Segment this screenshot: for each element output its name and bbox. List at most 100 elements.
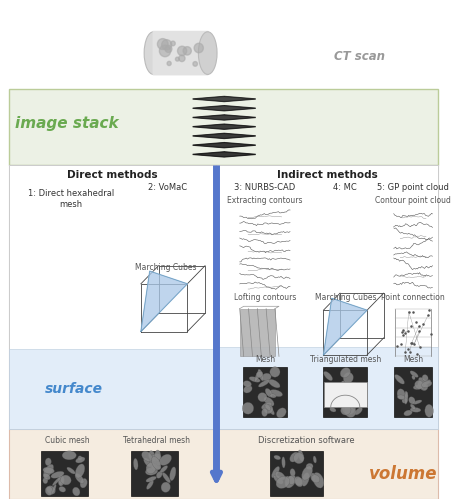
Circle shape [193,62,197,66]
Ellipse shape [258,369,264,381]
Ellipse shape [249,376,260,382]
Text: image stack: image stack [16,116,119,131]
Ellipse shape [344,404,356,417]
Circle shape [175,57,179,61]
Ellipse shape [159,454,172,466]
Ellipse shape [413,400,422,404]
Ellipse shape [397,389,405,400]
Ellipse shape [326,398,331,404]
Ellipse shape [285,476,296,488]
Ellipse shape [313,456,316,463]
Text: Mesh: Mesh [255,355,275,364]
Ellipse shape [51,472,64,478]
Text: Lofting contours: Lofting contours [234,293,296,302]
Ellipse shape [298,450,304,462]
Text: Cubic mesh: Cubic mesh [45,436,90,446]
Ellipse shape [302,473,309,486]
Ellipse shape [157,472,162,478]
Polygon shape [193,142,256,148]
Ellipse shape [144,458,152,467]
Ellipse shape [243,380,252,387]
Bar [243,368,287,417]
Circle shape [165,46,172,52]
Ellipse shape [293,452,304,464]
Ellipse shape [59,480,63,484]
Ellipse shape [61,475,71,485]
Ellipse shape [258,392,267,402]
Text: Marching Cubes: Marching Cubes [135,264,197,272]
Ellipse shape [44,464,54,477]
Polygon shape [193,124,256,129]
Ellipse shape [313,472,324,488]
Text: Contour point cloud: Contour point cloud [375,196,451,205]
Ellipse shape [73,487,80,496]
Ellipse shape [151,464,158,470]
Ellipse shape [330,408,336,412]
Ellipse shape [404,410,412,416]
Ellipse shape [409,397,415,404]
Ellipse shape [341,381,348,389]
Text: 5: GP point cloud: 5: GP point cloud [377,183,449,192]
Ellipse shape [255,370,260,382]
Ellipse shape [348,382,359,394]
Ellipse shape [272,466,280,478]
Ellipse shape [264,397,274,406]
Ellipse shape [270,390,282,396]
Bar [217,348,438,429]
Ellipse shape [341,405,351,415]
Ellipse shape [290,468,295,476]
Bar [394,368,432,417]
Ellipse shape [146,468,158,475]
Ellipse shape [419,378,426,387]
Ellipse shape [142,451,152,462]
Ellipse shape [395,374,404,384]
Bar [324,368,367,417]
Ellipse shape [302,466,313,480]
Ellipse shape [410,404,415,409]
Ellipse shape [324,372,332,380]
Ellipse shape [265,388,272,397]
Ellipse shape [262,408,268,416]
Ellipse shape [418,381,425,390]
Ellipse shape [262,402,272,409]
Ellipse shape [151,456,161,469]
Ellipse shape [425,380,431,384]
Bar [9,166,217,429]
Polygon shape [193,96,256,102]
Ellipse shape [349,396,354,401]
Ellipse shape [276,476,290,488]
Ellipse shape [311,473,316,481]
Ellipse shape [295,476,303,487]
Ellipse shape [422,374,428,381]
Bar [9,350,217,429]
Circle shape [162,40,172,50]
Circle shape [159,45,171,56]
Ellipse shape [425,404,433,417]
Ellipse shape [354,384,361,391]
Ellipse shape [275,472,285,480]
Text: surface: surface [45,382,103,396]
Text: Tetrahedral mesh: Tetrahedral mesh [123,436,190,446]
Bar [9,429,438,498]
Circle shape [178,46,187,56]
Ellipse shape [75,464,85,478]
FancyBboxPatch shape [152,31,209,76]
Polygon shape [193,115,256,120]
Text: Triangulated mesh: Triangulated mesh [310,355,381,364]
Ellipse shape [269,408,274,415]
Text: Mesh: Mesh [403,355,423,364]
Ellipse shape [341,383,347,392]
Ellipse shape [149,450,155,460]
Ellipse shape [282,457,285,468]
Ellipse shape [155,450,161,462]
Ellipse shape [420,382,428,390]
Ellipse shape [353,404,357,408]
Ellipse shape [274,475,283,484]
Ellipse shape [67,467,75,474]
Ellipse shape [306,464,313,469]
Ellipse shape [410,371,418,378]
Circle shape [183,46,191,55]
Ellipse shape [43,467,54,474]
Ellipse shape [404,391,408,398]
Bar [9,89,438,166]
